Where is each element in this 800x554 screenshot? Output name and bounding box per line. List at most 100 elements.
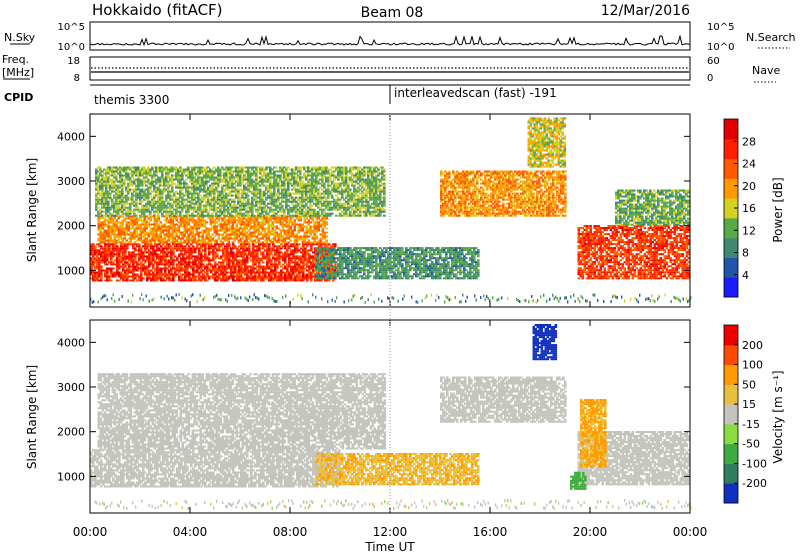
- heatmap-cell: [135, 190, 138, 193]
- heatmap-cell: [169, 176, 172, 179]
- heatmap-cell: [229, 172, 232, 175]
- heatmap-cell: [300, 265, 303, 268]
- heatmap-cell: [278, 251, 281, 254]
- heatmap-cell: [284, 275, 287, 278]
- heatmap-cell: [103, 194, 106, 197]
- heatmap-cell: [243, 227, 247, 230]
- heatmap-cell: [176, 265, 179, 268]
- heatmap-cell: [226, 255, 229, 258]
- heatmap-cell: [285, 215, 289, 218]
- heatmap-cell: [204, 277, 207, 280]
- heatmap-cell: [189, 180, 192, 183]
- heatmap-cell: [281, 225, 285, 228]
- heatmap-cell: [206, 263, 209, 266]
- heatmap-cell: [317, 227, 321, 230]
- heatmap-cell: [219, 233, 223, 236]
- heatmap-cell: [181, 176, 184, 179]
- heatmap-cell: [206, 243, 209, 246]
- heatmap-cell: [221, 198, 224, 201]
- heatmap-cell: [104, 275, 107, 278]
- heatmap-cell: [163, 200, 166, 203]
- heatmap-cell: [251, 239, 255, 242]
- heatmap-cell: [149, 182, 152, 185]
- heatmap-cell: [168, 245, 171, 248]
- heatmap-cell: [160, 271, 163, 274]
- heatmap-cell: [205, 196, 208, 199]
- heatmap-cell: [315, 219, 319, 222]
- heatmap-cell: [141, 194, 144, 197]
- heatmap-cell: [141, 174, 144, 177]
- heatmap-cell: [229, 198, 232, 201]
- heatmap-cell: [125, 170, 128, 173]
- heatmap-cell: [240, 245, 243, 248]
- heatmap-cell: [172, 257, 175, 260]
- heatmap-cell: [248, 277, 251, 280]
- heatmap-cell: [179, 192, 182, 195]
- heatmap-cell: [325, 231, 329, 234]
- heatmap-cell: [183, 231, 187, 234]
- heatmap-cell: [245, 223, 249, 226]
- heatmap-cell: [125, 200, 128, 203]
- heatmap-cell: [294, 269, 297, 272]
- heatmap-cell: [271, 227, 275, 230]
- heatmap-cell: [274, 277, 277, 280]
- heatmap-cell: [109, 212, 112, 215]
- heatmap-cell: [203, 239, 207, 242]
- heatmap-cell: [249, 217, 253, 220]
- heatmap-cell: [163, 206, 166, 209]
- heatmap-cell: [104, 261, 107, 264]
- heatmap-cell: [133, 168, 136, 171]
- heatmap-cell: [115, 241, 119, 244]
- heatmap-cell: [187, 206, 190, 209]
- heatmap-cell: [245, 239, 249, 242]
- heatmap-cell: [187, 214, 190, 217]
- heatmap-cell: [213, 206, 216, 209]
- heatmap-cell: [105, 172, 108, 175]
- heatmap-cell: [189, 217, 193, 220]
- heatmap-cell: [99, 172, 102, 175]
- heatmap-cell: [115, 219, 119, 222]
- heatmap-cell: [184, 259, 187, 262]
- heatmap-cell: [178, 245, 181, 248]
- heatmap-cell: [274, 267, 277, 270]
- heatmap-cell: [123, 241, 127, 244]
- heatmap-cell: [103, 233, 107, 236]
- heatmap-cell: [115, 180, 118, 183]
- heatmap-cell: [166, 267, 169, 270]
- heatmap-cell: [144, 247, 147, 250]
- heatmap-cell: [259, 204, 262, 207]
- heatmap-cell: [255, 204, 258, 207]
- heatmap-cell: [127, 214, 130, 217]
- heatmap-cell: [143, 194, 146, 197]
- heatmap-cell: [251, 231, 255, 234]
- heatmap-cell: [143, 217, 147, 220]
- heatmap-cell: [270, 265, 273, 268]
- heatmap-cell: [99, 198, 102, 201]
- heatmap-cell: [131, 196, 134, 199]
- heatmap-cell: [112, 255, 115, 258]
- heatmap-cell: [277, 206, 280, 209]
- heatmap-cell: [241, 180, 244, 183]
- heatmap-cell: [219, 229, 223, 232]
- heatmap-cell: [284, 251, 287, 254]
- heatmap-cell: [219, 190, 222, 193]
- heatmap-cell: [175, 227, 179, 230]
- heatmap-cell: [203, 168, 206, 171]
- heatmap-cell: [294, 245, 297, 248]
- heatmap-cell: [248, 275, 251, 278]
- heatmap-cell: [159, 168, 162, 171]
- heatmap-cell: [251, 200, 254, 203]
- heatmap-cell: [231, 178, 234, 181]
- heatmap-cell: [172, 259, 175, 262]
- heatmap-cell: [295, 233, 299, 236]
- heatmap-cell: [105, 192, 108, 195]
- heatmap-cell: [245, 221, 249, 224]
- heatmap-cell: [120, 275, 123, 278]
- heatmap-cell: [287, 180, 290, 183]
- heatmap-cell: [181, 168, 184, 171]
- heatmap-cell: [189, 166, 192, 169]
- heatmap-cell: [90, 271, 93, 274]
- heatmap-cell: [207, 198, 210, 201]
- heatmap-cell: [280, 275, 283, 278]
